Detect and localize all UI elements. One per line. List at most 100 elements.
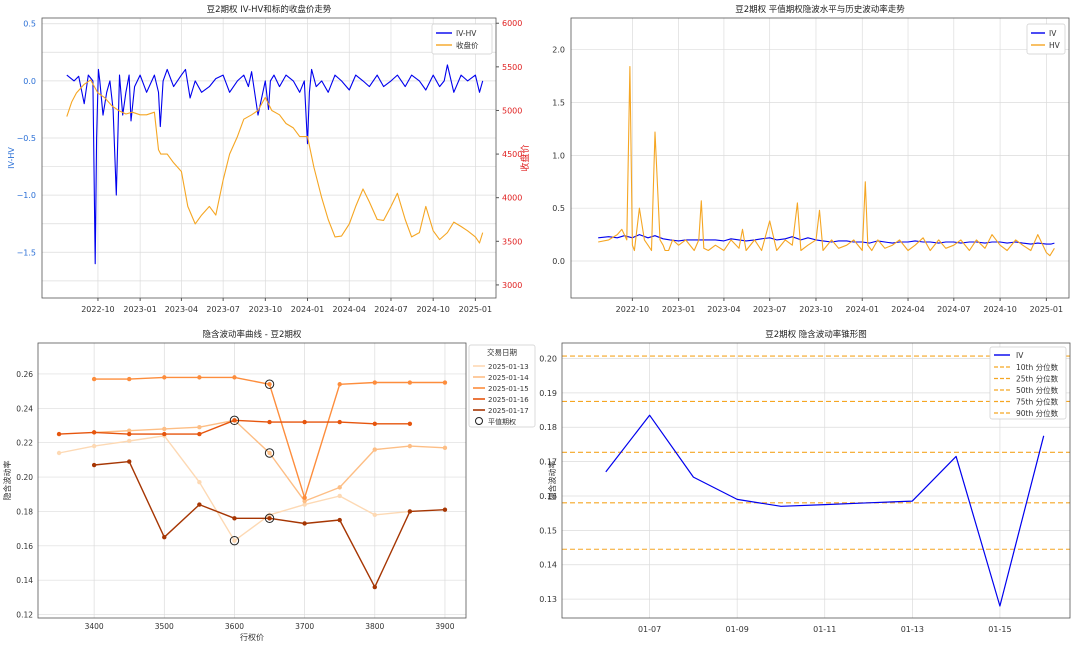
y-axis-label: IV-HV xyxy=(7,147,16,169)
y2-tick-label: 5000 xyxy=(502,106,522,115)
x-tick-label: 2023-04 xyxy=(707,305,740,314)
data-point xyxy=(197,425,202,430)
y-tick-label: 0.14 xyxy=(16,576,33,585)
legend-box xyxy=(431,23,493,55)
y-tick-label: 0.16 xyxy=(539,492,557,501)
data-point xyxy=(337,382,342,387)
x-tick-label: 2024-07 xyxy=(937,305,970,314)
y-tick-label: 0.24 xyxy=(16,404,33,413)
x-tick-label: 01-15 xyxy=(988,625,1011,634)
x-tick-label: 2022-10 xyxy=(616,305,649,314)
x-tick-label: 3500 xyxy=(155,622,174,631)
data-point xyxy=(267,382,272,387)
x-tick-label: 01-11 xyxy=(813,625,836,634)
y-tick-label: 0.12 xyxy=(16,611,33,620)
y-tick-label: 0.19 xyxy=(539,389,557,398)
legend-label: 2025-01-14 xyxy=(488,374,529,382)
y-tick-label: 1.0 xyxy=(552,151,565,160)
chart-title: 豆2期权 IV-HV和标的收盘价走势 xyxy=(207,4,332,15)
plot-frame xyxy=(570,17,1070,299)
x-tick-label: 2023-07 xyxy=(753,305,786,314)
data-point xyxy=(372,512,377,518)
y-tick-label: 0.5 xyxy=(23,20,36,29)
y-tick-label: 0.16 xyxy=(16,542,33,551)
x-tick-label: 2022-10 xyxy=(81,305,114,314)
legend-title: 交易日期 xyxy=(487,347,517,357)
y2-tick-label: 3500 xyxy=(502,237,522,246)
data-point xyxy=(232,418,237,423)
data-point xyxy=(127,428,132,433)
legend-label: 收盘价 xyxy=(456,40,479,50)
x-tick-label: 3900 xyxy=(435,622,454,631)
x-tick-label: 2024-10 xyxy=(416,305,449,314)
x-tick-label: 2023-01 xyxy=(662,305,695,314)
data-point xyxy=(91,430,97,435)
legend-label: 10th 分位数 xyxy=(1016,362,1059,372)
data-point xyxy=(91,462,97,468)
data-point xyxy=(407,421,413,426)
data-point xyxy=(302,495,307,500)
y-tick-label: −1.0 xyxy=(17,191,36,200)
y2-axis-label: 收盘价 xyxy=(519,144,531,171)
data-point xyxy=(197,502,202,507)
x-tick-label: 2023-10 xyxy=(249,305,282,314)
legend-label: 50th 分位数 xyxy=(1016,385,1059,395)
y-tick-label: 0.20 xyxy=(539,354,557,363)
y-tick-label: 0.0 xyxy=(552,257,565,266)
data-point xyxy=(372,380,377,385)
data-point xyxy=(442,507,448,512)
legend-label: IV xyxy=(1049,29,1057,38)
data-point xyxy=(197,480,202,485)
series-line-0 xyxy=(66,64,484,265)
y2-tick-label: 3000 xyxy=(502,281,522,290)
data-point xyxy=(302,419,307,425)
y-axis-label: 隐含波动率 xyxy=(2,461,12,501)
data-point xyxy=(337,493,342,499)
data-point xyxy=(302,498,307,504)
data-point xyxy=(372,447,377,452)
legend-label: 25th 分位数 xyxy=(1016,374,1059,384)
iv-smile-chart: 3400 3500 3600 3700 3800 3900 0.26 0.24 0.22 0.20… xyxy=(2,329,536,642)
data-point xyxy=(232,375,237,380)
atm-marker xyxy=(264,513,275,524)
series-line-1 xyxy=(598,66,1055,257)
data-point xyxy=(267,516,272,521)
atm-marker xyxy=(229,535,240,546)
data-point xyxy=(127,459,132,464)
data-point xyxy=(56,450,62,456)
atm-marker xyxy=(264,379,275,389)
iv-cone-chart: 01-07 01-09 01-11 01-13 01-15 0.20 0.19 0.18 0.1… xyxy=(539,329,1071,634)
atm-marker xyxy=(229,415,240,426)
data-point xyxy=(127,376,132,382)
data-point xyxy=(91,376,97,382)
data-point xyxy=(127,431,132,437)
legend-marker xyxy=(475,417,483,425)
legend-label: HV xyxy=(1049,41,1061,50)
y-tick-label: 0.18 xyxy=(539,423,557,432)
x-tick-label: 3400 xyxy=(85,622,104,631)
legend-box xyxy=(468,344,536,428)
iv-hv-close-price-chart: 2022-10 2023-01 2023-04 2023-07 2023-10 2024-… xyxy=(7,4,531,314)
chart-title: 豆2期权 平值期权隐波水平与历史波动率走势 xyxy=(735,4,905,15)
y-tick-label: 0.17 xyxy=(539,458,557,467)
plot-frame xyxy=(41,17,497,299)
chart-title: 隐含波动率曲线 - 豆2期权 xyxy=(203,329,302,340)
y-tick-label: 0.26 xyxy=(16,370,33,379)
data-point xyxy=(372,584,377,590)
series-line-1 xyxy=(66,79,484,244)
data-point xyxy=(232,516,237,521)
y-tick-label: 0.20 xyxy=(16,473,33,482)
series-line-0 xyxy=(598,234,1055,245)
data-point xyxy=(162,431,167,437)
y-tick-label: 0.5 xyxy=(552,204,565,213)
data-point xyxy=(337,517,342,523)
x-tick-label: 2024-01 xyxy=(846,305,879,314)
data-point xyxy=(162,375,167,380)
data-point xyxy=(267,419,272,425)
data-point xyxy=(127,438,132,444)
x-tick-label: 3600 xyxy=(225,622,244,631)
x-tick-label: 2023-07 xyxy=(206,305,239,314)
x-tick-label: 2023-10 xyxy=(799,305,832,314)
y-tick-label: 0.18 xyxy=(16,507,33,516)
chart-title: 豆2期权 隐含波动率锥形图 xyxy=(765,329,867,340)
